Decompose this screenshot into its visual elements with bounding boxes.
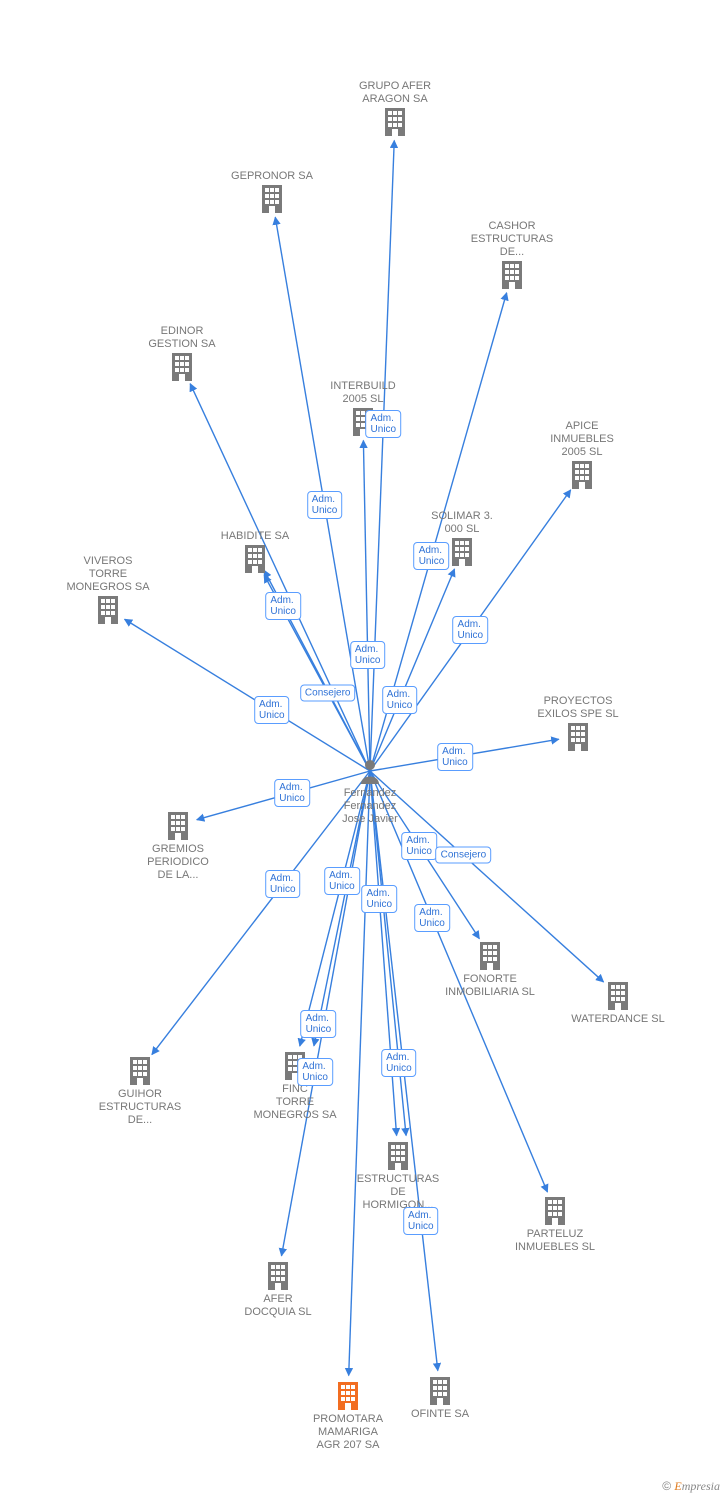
company-node[interactable]: OFINTE SA — [385, 1375, 495, 1421]
node-label: Fernandez — [315, 787, 425, 800]
company-node[interactable]: INTERBUILD2005 SL — [308, 380, 418, 439]
edge — [349, 771, 370, 1376]
edge-label: Adm. Unico — [307, 491, 343, 519]
node-label: DE... — [457, 246, 567, 259]
node-label: MONEGROS SA — [240, 1109, 350, 1122]
company-node[interactable]: GREMIOSPERIODICODE LA... — [123, 810, 233, 882]
company-node[interactable]: FONORTEINMOBILIARIA SL — [435, 940, 545, 999]
node-label: Jose Javier — [315, 813, 425, 826]
node-label: PROYECTOS — [523, 695, 633, 708]
node-label: DE — [343, 1186, 453, 1199]
node-label: ESTRUCTURAS — [85, 1101, 195, 1114]
node-label: AGR 207 SA — [293, 1439, 403, 1452]
node-label: ESTRUCTURAS — [343, 1173, 453, 1186]
company-node[interactable]: APICEINMUEBLES2005 SL — [527, 420, 637, 492]
edge-label: Adm. Unico — [403, 1207, 439, 1235]
edge-label: Consejero — [300, 684, 356, 701]
edge — [363, 440, 370, 771]
edge-label: Adm. Unico — [274, 779, 310, 807]
node-label: OFINTE SA — [385, 1408, 495, 1421]
node-label: INMUEBLES SL — [500, 1241, 610, 1254]
node-label: MONEGROS SA — [53, 581, 163, 594]
edge-label: Adm. Unico — [324, 867, 360, 895]
company-node[interactable]: EDINORGESTION SA — [127, 325, 237, 384]
edge-label: Adm. Unico — [401, 832, 437, 860]
company-node[interactable]: HABIDITE SA — [200, 530, 310, 576]
edge-label: Adm. Unico — [350, 641, 386, 669]
edge — [370, 140, 394, 771]
edge-label: Consejero — [436, 847, 492, 864]
node-label: AFER — [223, 1293, 333, 1306]
company-node[interactable]: GEPRONOR SA — [217, 170, 327, 216]
node-label: TORRE — [240, 1096, 350, 1109]
company-node[interactable]: PROYECTOSEXILOS SPE SL — [523, 695, 633, 754]
edge-label: Adm. Unico — [382, 686, 418, 714]
copyright: © Empresia — [662, 1479, 720, 1494]
node-label: FONORTE — [435, 973, 545, 986]
node-label: EDINOR — [127, 325, 237, 338]
person-node[interactable]: FernandezFernandezJose Javier — [315, 758, 425, 826]
node-label: WATERDANCE SL — [563, 1013, 673, 1026]
edge-label: Adm. Unico — [301, 1010, 337, 1038]
node-label: HABIDITE SA — [200, 530, 310, 543]
company-node[interactable]: PARTELUZINMUEBLES SL — [500, 1195, 610, 1254]
node-label: 000 SL — [407, 523, 517, 536]
edge-label: Adm. Unico — [254, 696, 290, 724]
node-label: 2005 SL — [527, 446, 637, 459]
company-node[interactable]: GUIHORESTRUCTURASDE... — [85, 1055, 195, 1127]
edge-label: Adm. Unico — [265, 870, 301, 898]
edge-label: Adm. Unico — [366, 410, 402, 438]
node-label: EXILOS SPE SL — [523, 708, 633, 721]
edge-label: Adm. Unico — [362, 885, 398, 913]
company-node[interactable]: CASHORESTRUCTURASDE... — [457, 220, 567, 292]
node-label: SOLIMAR 3. — [407, 510, 517, 523]
edge-label: Adm. Unico — [437, 743, 473, 771]
network-diagram: © Empresia GRUPO AFERARAGON SA GEPRONOR … — [0, 0, 728, 1500]
node-label: APICE — [527, 420, 637, 433]
edge-label: Adm. Unico — [265, 592, 301, 620]
node-label: INMOBILIARIA SL — [435, 986, 545, 999]
edge-label: Adm. Unico — [453, 616, 489, 644]
edge-label: Adm. Unico — [297, 1058, 333, 1086]
node-label: PERIODICO — [123, 856, 233, 869]
node-label: INTERBUILD — [308, 380, 418, 393]
node-label: DE... — [85, 1114, 195, 1127]
edge — [370, 569, 454, 771]
node-label: CASHOR — [457, 220, 567, 233]
edge-label: Adm. Unico — [414, 904, 450, 932]
node-label: GEPRONOR SA — [217, 170, 327, 183]
node-label: PARTELUZ — [500, 1228, 610, 1241]
node-label: GREMIOS — [123, 843, 233, 856]
node-label: GESTION SA — [127, 338, 237, 351]
company-node[interactable]: VIVEROSTORREMONEGROS SA — [53, 555, 163, 627]
edge-label: Adm. Unico — [414, 542, 450, 570]
node-label: FINC — [240, 1083, 350, 1096]
node-label: 2005 SL — [308, 393, 418, 406]
company-node[interactable]: WATERDANCE SL — [563, 980, 673, 1026]
node-label: DE LA... — [123, 869, 233, 882]
node-label: VIVEROS — [53, 555, 163, 568]
node-label: GRUPO AFER — [340, 80, 450, 93]
node-label: DOCQUIA SL — [223, 1306, 333, 1319]
node-label: ESTRUCTURAS — [457, 233, 567, 246]
company-node[interactable]: AFERDOCQUIA SL — [223, 1260, 333, 1319]
node-label: INMUEBLES — [527, 433, 637, 446]
edge-label: Adm. Unico — [381, 1049, 417, 1077]
node-label: Fernandez — [315, 800, 425, 813]
company-node[interactable]: FINCTORREMONEGROS SA — [240, 1050, 350, 1122]
node-label: ARAGON SA — [340, 93, 450, 106]
company-node[interactable]: GRUPO AFERARAGON SA — [340, 80, 450, 139]
company-node[interactable]: ESTRUCTURASDEHORMIGON... — [343, 1140, 453, 1212]
node-label: MAMARIGA — [293, 1426, 403, 1439]
node-label: GUIHOR — [85, 1088, 195, 1101]
node-label: TORRE — [53, 568, 163, 581]
